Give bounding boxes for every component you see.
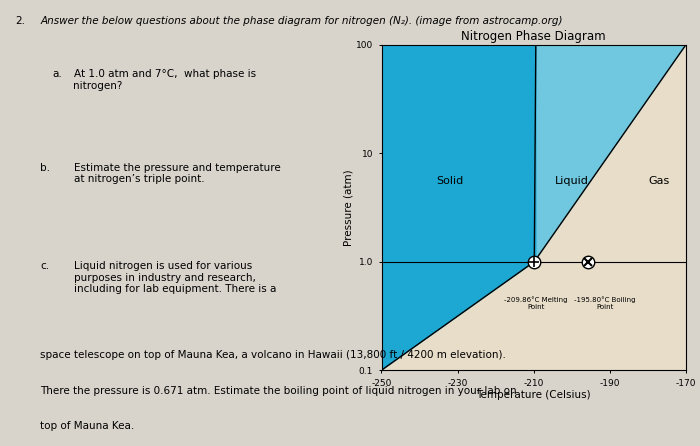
Y-axis label: Pressure (atm): Pressure (atm) xyxy=(343,169,353,246)
Text: Solid: Solid xyxy=(436,176,463,186)
Polygon shape xyxy=(534,45,686,262)
Polygon shape xyxy=(382,45,536,370)
Text: -195.80°C Boiling
Point: -195.80°C Boiling Point xyxy=(574,296,636,310)
Text: Estimate the pressure and temperature
at nitrogen’s triple point.: Estimate the pressure and temperature at… xyxy=(74,163,280,184)
Text: At 1.0 atm and 7°C,  what phase is
nitrogen?: At 1.0 atm and 7°C, what phase is nitrog… xyxy=(74,69,256,91)
Text: Gas: Gas xyxy=(649,176,670,186)
Text: 2.: 2. xyxy=(15,16,25,25)
Text: Liquid nitrogen is used for various
purposes in industry and research,
including: Liquid nitrogen is used for various purp… xyxy=(74,261,276,294)
Text: space telescope on top of Mauna Kea, a volcano in Hawaii (13,800 ft / 4200 m ele: space telescope on top of Mauna Kea, a v… xyxy=(40,350,506,360)
Title: Nitrogen Phase Diagram: Nitrogen Phase Diagram xyxy=(461,30,606,43)
Text: c.: c. xyxy=(40,261,49,271)
Text: a.: a. xyxy=(52,69,62,79)
Text: Answer the below questions about the phase diagram for nitrogen (N₂). (image fro: Answer the below questions about the pha… xyxy=(41,16,563,25)
X-axis label: Temperature (Celsius): Temperature (Celsius) xyxy=(477,390,591,401)
Text: Liquid: Liquid xyxy=(555,176,589,186)
Text: b.: b. xyxy=(40,163,50,173)
Text: There the pressure is 0.671 atm. Estimate the boiling point of liquid nitrogen i: There the pressure is 0.671 atm. Estimat… xyxy=(40,386,517,396)
Text: top of Mauna Kea.: top of Mauna Kea. xyxy=(40,421,134,431)
Text: -209.86°C Melting
Point: -209.86°C Melting Point xyxy=(505,296,568,310)
